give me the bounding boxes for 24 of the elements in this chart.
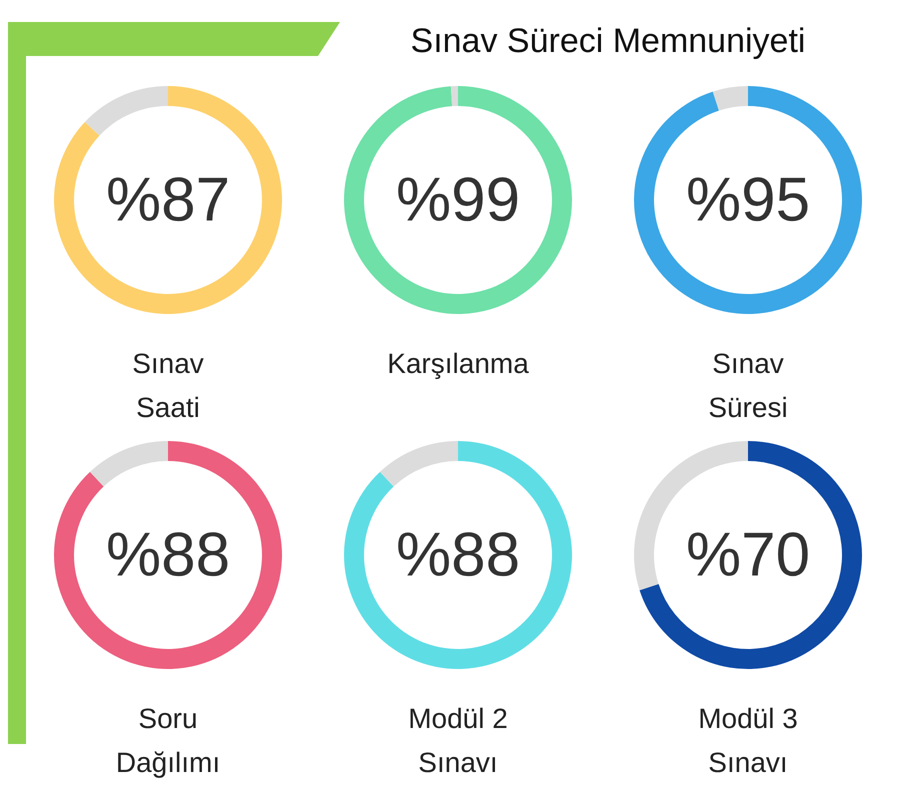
text: Sınav Süresi [707,347,789,425]
data-label: %95 [686,166,810,234]
donut-slice [640,441,862,669]
donut-slice [90,441,168,486]
donut-slice [450,86,458,106]
text: Soru Dağılımı [114,702,222,780]
data-label: %88 [396,520,520,590]
donut-slice [344,86,572,314]
text: Sınav Süreci Memnuniyeti [410,22,806,61]
donut-slice [380,441,458,486]
donut-slice [344,441,572,669]
donut-slice [84,86,168,136]
text: Modül 2 Sınavı [407,702,509,780]
donut-slice [712,86,748,111]
donut-slice [54,86,282,314]
data-label: %88 [106,520,230,590]
data-label: %99 [396,166,520,234]
text: Karşılanma [386,347,530,381]
donut-slice [54,441,282,669]
data-label: %87 [106,166,230,234]
text: Modül 3 Sınavı [697,702,799,780]
donut-slice [634,86,862,314]
data-label: %70 [686,520,810,590]
text: Sınav Saati [131,347,205,425]
